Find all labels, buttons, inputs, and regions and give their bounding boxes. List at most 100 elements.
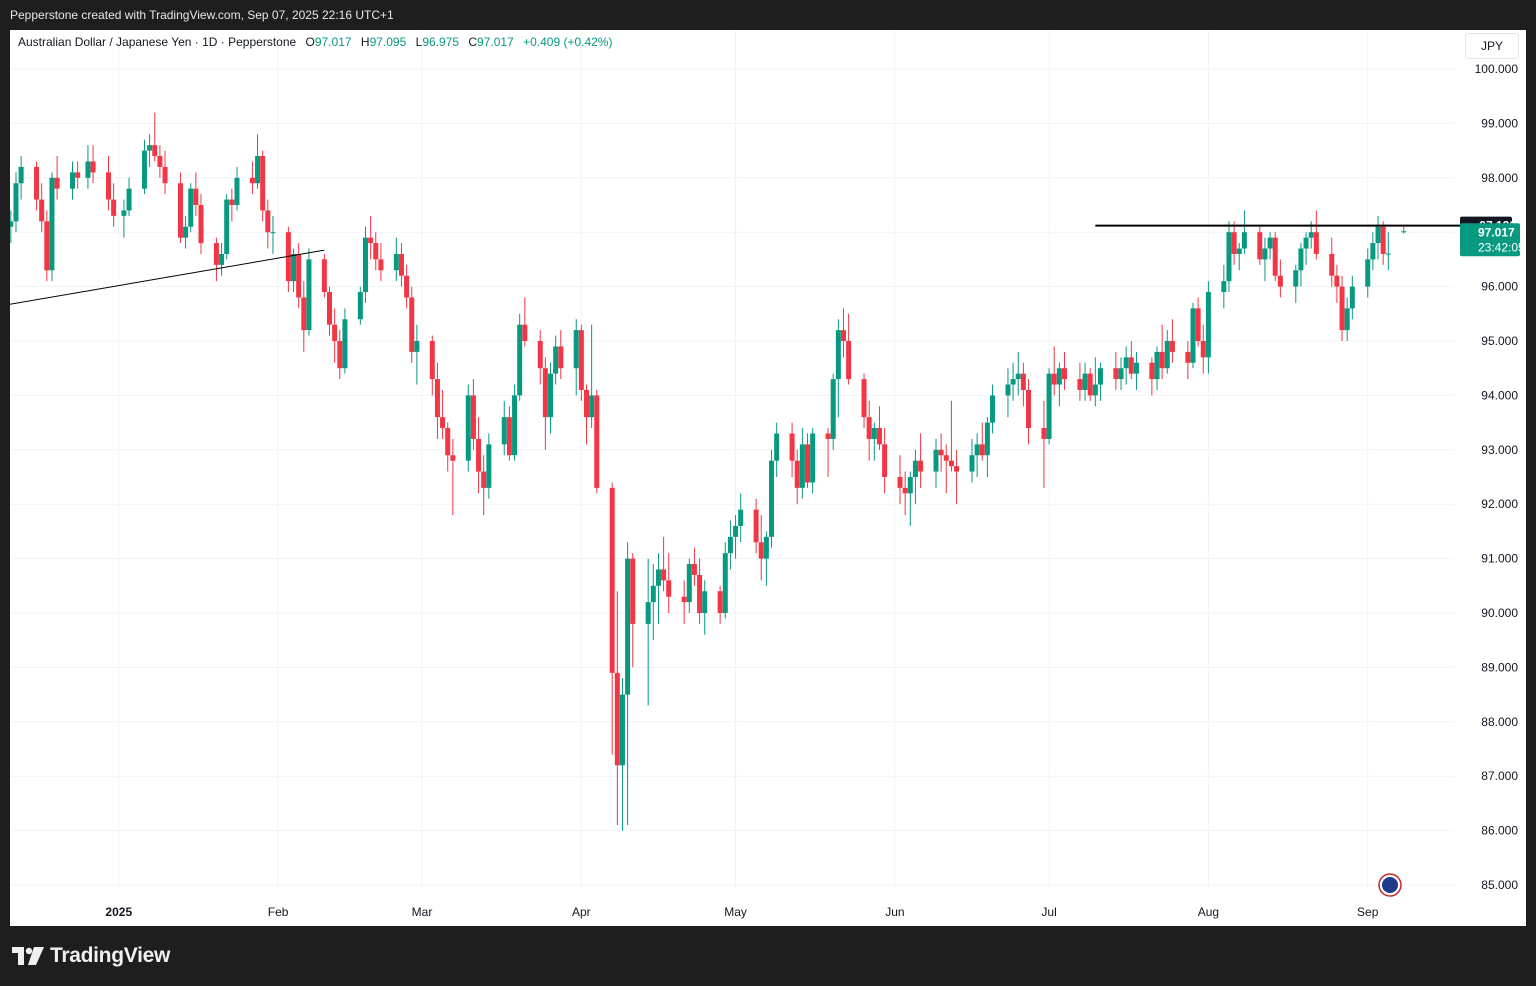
time-tick-label: Sep (1357, 905, 1379, 919)
candle-body (126, 188, 132, 211)
time-tick-label: Feb (268, 905, 289, 919)
candle-body (152, 145, 158, 157)
candle-body (830, 379, 836, 439)
time-tick-label: Aug (1198, 905, 1219, 919)
price-tick-label: 100.000 (1475, 62, 1519, 76)
candle-body (1308, 232, 1314, 238)
candle-body (111, 199, 117, 216)
candle-body (825, 433, 831, 439)
close-label: C (468, 35, 478, 49)
candle-body (1339, 286, 1345, 331)
close-value: 97.017 (477, 35, 514, 49)
candle-body (558, 346, 564, 369)
price-tick-label: 85.000 (1481, 878, 1518, 892)
low-value: 96.975 (422, 35, 460, 49)
candle-body (614, 672, 620, 766)
candle-body (866, 417, 872, 439)
candle-body (198, 205, 204, 244)
candle-body (1375, 226, 1381, 244)
candle-body (409, 297, 415, 352)
candle-body (70, 172, 76, 189)
candle-body (537, 341, 543, 369)
tradingview-logo[interactable]: TradingView (12, 944, 170, 968)
candle-body (234, 177, 240, 205)
candle-body (835, 330, 841, 380)
candle-body (90, 161, 96, 173)
candle-body (938, 449, 944, 456)
price-tick-label: 88.000 (1481, 715, 1518, 729)
candle-body (810, 433, 816, 483)
candle-body (450, 455, 456, 461)
candle-body (465, 395, 471, 461)
candle-body (398, 253, 404, 276)
trendline (10, 249, 325, 305)
candle-body (630, 558, 636, 624)
candle-body (1097, 368, 1103, 385)
candle-body (512, 395, 518, 456)
candle-body (34, 166, 40, 200)
candle-body (702, 591, 708, 613)
candle-body (429, 341, 435, 380)
countdown-label: 23:42:05 (1478, 240, 1525, 254)
time-tick-label: Jun (885, 905, 904, 919)
candle-body (650, 585, 656, 603)
candle-body (1231, 232, 1237, 254)
candle-body (1236, 248, 1242, 254)
candle-body (141, 150, 147, 189)
candle-body (655, 569, 661, 586)
price-tick-label: 98.000 (1481, 171, 1518, 185)
price-tick-label: 89.000 (1481, 660, 1518, 674)
candle-body (1267, 237, 1273, 249)
candle-body (476, 438, 482, 472)
candle-body (1380, 226, 1386, 254)
price-tick-label: 99.000 (1481, 116, 1518, 130)
brand-name: TradingView (50, 944, 171, 967)
candle-body (162, 166, 168, 184)
candle-body (1277, 275, 1283, 287)
price-tick-label: 93.000 (1481, 443, 1518, 457)
price-axis[interactable]: 100.00099.00098.00097.00096.00095.00094.… (1460, 62, 1525, 892)
tradingview-icon (12, 947, 44, 965)
candle-body (404, 275, 410, 298)
candle-body (337, 341, 343, 369)
currency-button[interactable]: JPY (1465, 33, 1519, 59)
candle-body (213, 243, 219, 265)
drawings[interactable] (10, 224, 1460, 897)
time-axis: 2025 Feb Mar Apr May Jun Jul Aug Sep (105, 905, 1378, 919)
candle-body (224, 199, 230, 254)
candle-body (414, 341, 420, 352)
candle-body (368, 237, 374, 244)
candle-body (470, 395, 476, 439)
candlestick-chart[interactable]: 2025 Feb Mar Apr May Jun Jul Aug Sep 100.000 99.0… (10, 30, 1526, 926)
candle-body (522, 324, 528, 341)
price-tick-label: 86.000 (1481, 824, 1518, 838)
candle-body (727, 536, 733, 554)
candle-body (1401, 231, 1407, 233)
candle-body (717, 591, 723, 613)
chart-frame[interactable]: 2025 Feb Mar Apr May Jun Jul Aug Sep 100.000 99.0… (10, 30, 1526, 926)
candle-body (738, 509, 744, 526)
candle-body (943, 455, 949, 461)
candle-body (229, 199, 235, 205)
candle-body (378, 259, 384, 271)
candle-body (255, 156, 261, 184)
candle-body (589, 395, 595, 418)
time-tick-label: Mar (412, 905, 433, 919)
price-tick-label: 92.000 (1481, 497, 1518, 511)
candle-body (902, 487, 908, 494)
low-label: L (415, 35, 423, 49)
candle-body (362, 237, 368, 293)
candle-body (1334, 275, 1340, 287)
candle-body (697, 574, 703, 613)
time-tick-label: Jul (1041, 905, 1056, 919)
candle-body (440, 417, 446, 429)
candle-body (332, 324, 338, 341)
last-price-label: 97.017 (1478, 225, 1515, 239)
candle-body (1087, 373, 1093, 396)
candle-body (75, 172, 81, 178)
candle-body (548, 373, 554, 418)
candle-body (609, 487, 615, 673)
candle-body (1195, 308, 1201, 341)
candle-body (583, 389, 589, 418)
candle-body (1005, 384, 1011, 396)
